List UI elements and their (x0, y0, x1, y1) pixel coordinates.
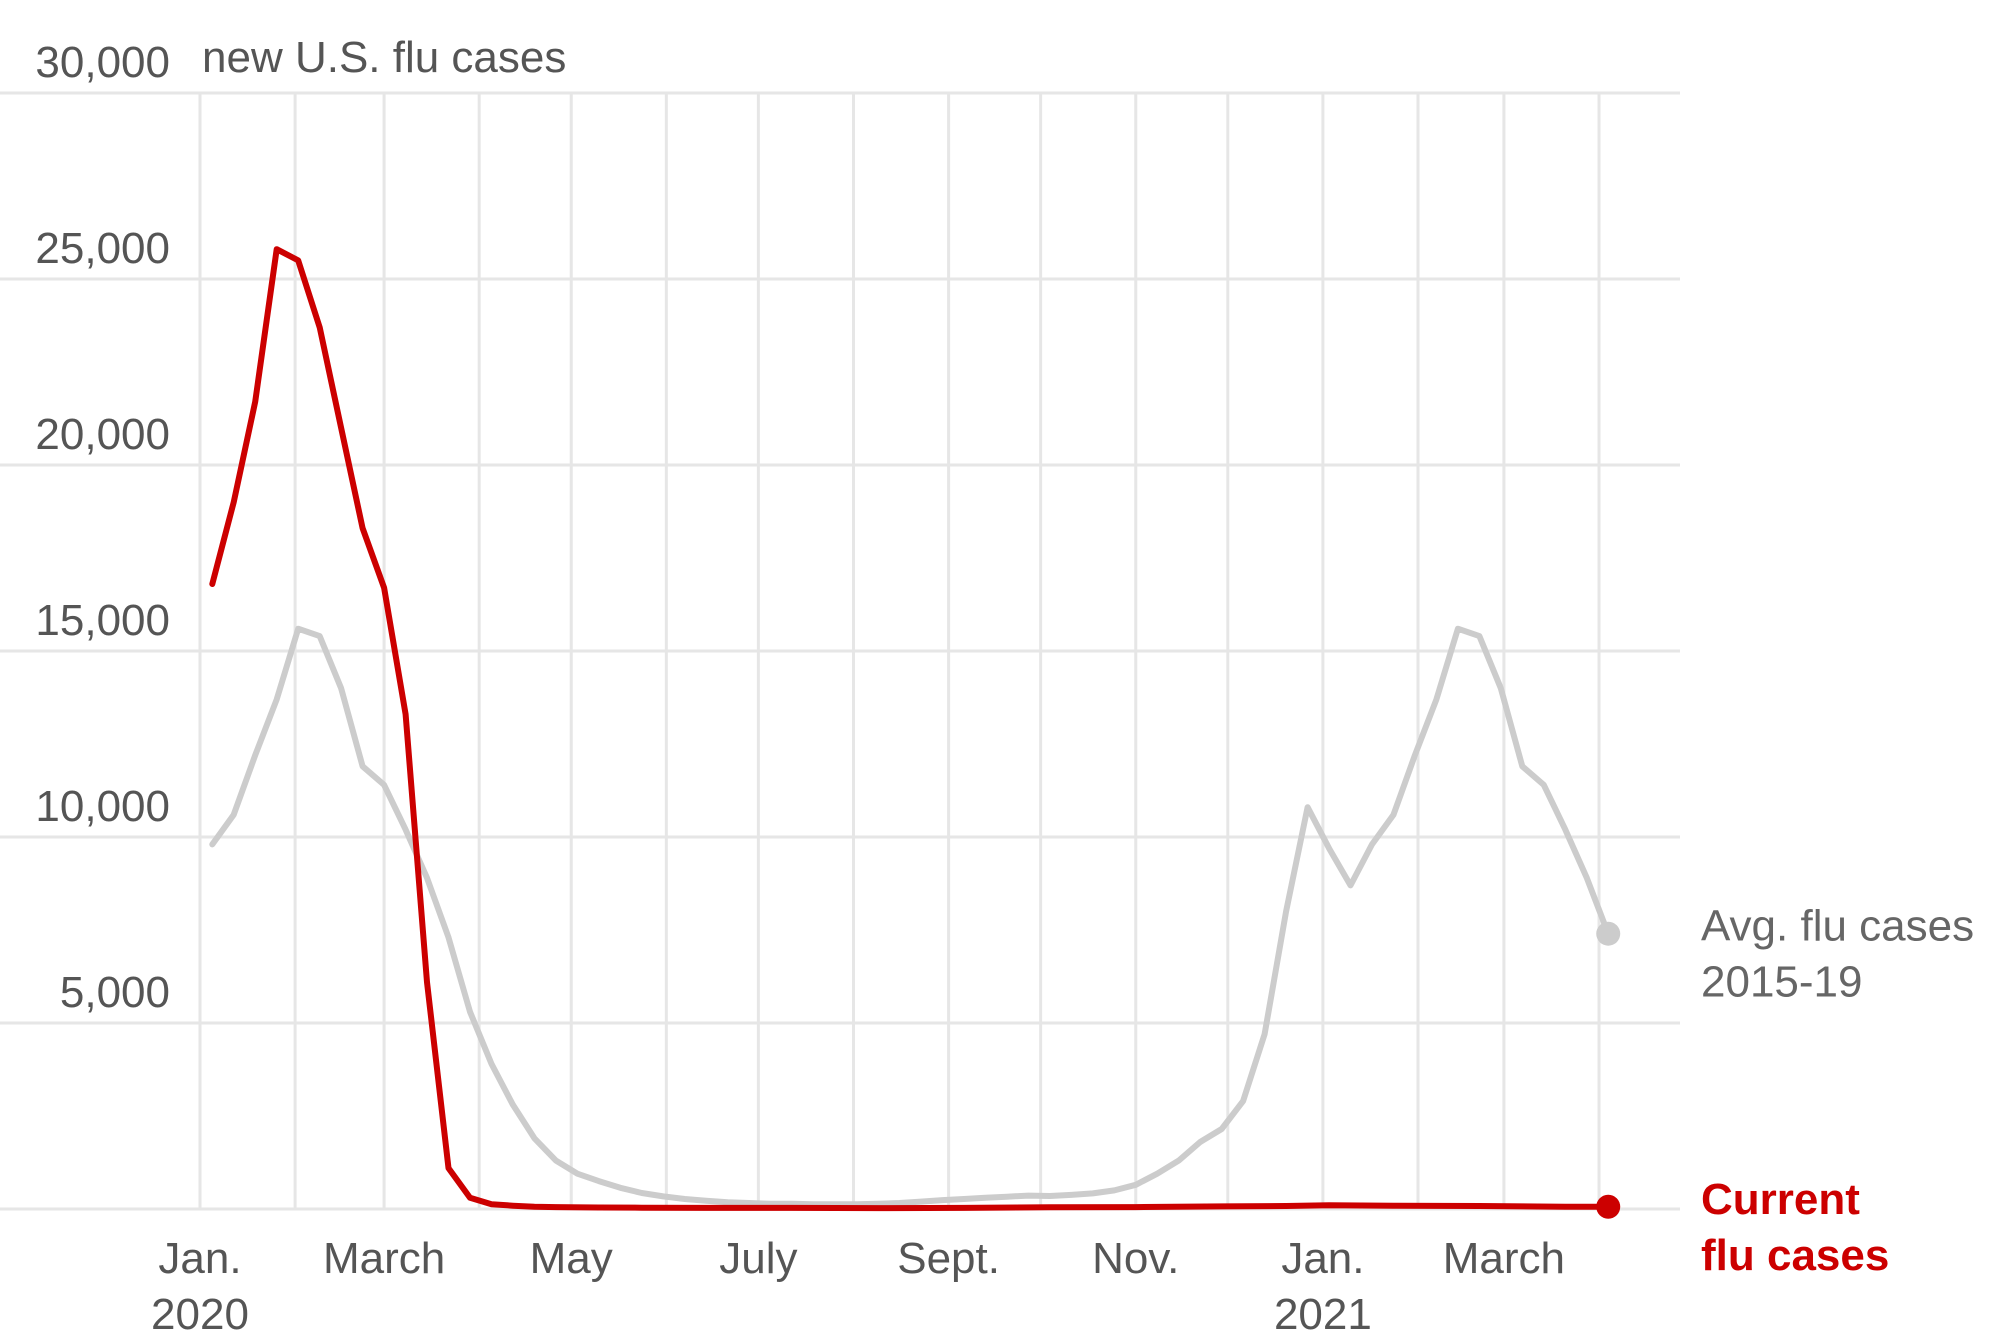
x-tick-sublabel: 2021 (1274, 1290, 1372, 1331)
x-tick-label: March (1443, 1234, 1565, 1283)
x-tick-label: March (323, 1234, 445, 1283)
x-tick-label: Sept. (897, 1234, 1000, 1283)
y-tick-label: 15,000 (35, 596, 170, 645)
x-tick-label: Jan. (158, 1234, 241, 1283)
series-end-marker-0 (1596, 921, 1621, 946)
series-line-0 (209, 625, 1612, 1208)
y-axis-tick-labels: 30,000 25,000 20,000 15,000 10,000 5,000 (35, 38, 170, 1017)
y-tick-label: 10,000 (35, 782, 170, 831)
x-tick-label: July (719, 1234, 797, 1283)
series-line-1 (209, 246, 1612, 1212)
y-tick-label: 5,000 (60, 968, 170, 1017)
y-tick-label: 30,000 (35, 38, 170, 87)
series-end-marker-1 (1596, 1194, 1621, 1219)
series-label-0: 2015-19 (1701, 958, 1862, 1007)
x-tick-label: Nov. (1092, 1234, 1179, 1283)
series-labels: Avg. flu cases 2015-19 Current flu cases (1701, 902, 1974, 1280)
x-tick-label: May (530, 1234, 613, 1283)
y-tick-label: 25,000 (35, 224, 170, 273)
series-label-1: flu cases (1701, 1231, 1889, 1280)
gridlines (0, 91, 1680, 1211)
series-lines (209, 246, 1621, 1219)
series-label-1: Current (1701, 1175, 1860, 1224)
series-label-0: Avg. flu cases (1701, 902, 1974, 951)
x-axis-tick-labels: Jan. 2020 March May July Sept. Nov. Jan. 2021 Mar… (151, 1234, 1565, 1331)
y-axis-unit-label: new U.S. flu cases (202, 33, 566, 82)
y-tick-label: 20,000 (35, 410, 170, 459)
x-tick-label: Jan. (1281, 1234, 1364, 1283)
x-tick-sublabel: 2020 (151, 1290, 249, 1331)
